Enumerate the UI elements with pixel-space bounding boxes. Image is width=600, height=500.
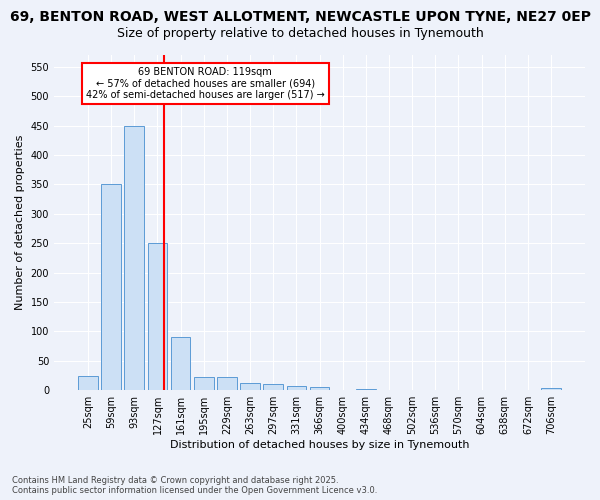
X-axis label: Distribution of detached houses by size in Tynemouth: Distribution of detached houses by size … <box>170 440 469 450</box>
Text: Size of property relative to detached houses in Tynemouth: Size of property relative to detached ho… <box>116 28 484 40</box>
Bar <box>287 386 306 390</box>
Bar <box>194 378 214 390</box>
Text: Contains HM Land Registry data © Crown copyright and database right 2025.
Contai: Contains HM Land Registry data © Crown c… <box>12 476 377 495</box>
Bar <box>148 243 167 390</box>
Bar <box>240 382 260 390</box>
Bar <box>124 126 144 390</box>
Bar <box>541 388 561 390</box>
Bar <box>263 384 283 390</box>
Bar <box>310 388 329 390</box>
Bar <box>217 378 237 390</box>
Bar <box>78 376 98 390</box>
Y-axis label: Number of detached properties: Number of detached properties <box>15 135 25 310</box>
Text: 69, BENTON ROAD, WEST ALLOTMENT, NEWCASTLE UPON TYNE, NE27 0EP: 69, BENTON ROAD, WEST ALLOTMENT, NEWCAST… <box>10 10 590 24</box>
Bar <box>356 389 376 390</box>
Bar <box>101 184 121 390</box>
Text: 69 BENTON ROAD: 119sqm
← 57% of detached houses are smaller (694)
42% of semi-de: 69 BENTON ROAD: 119sqm ← 57% of detached… <box>86 66 325 100</box>
Bar <box>171 338 190 390</box>
